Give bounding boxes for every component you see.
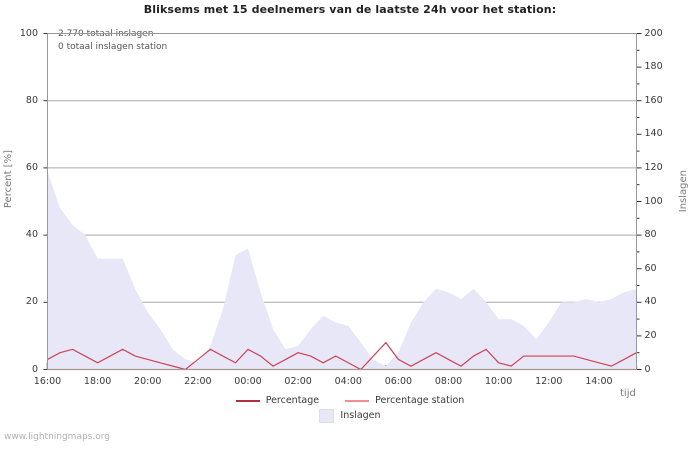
x-axis-tick: 22:00 [184, 375, 212, 387]
legend-swatch-percentage-station [345, 399, 370, 402]
legend-row-area: Inslagen [0, 408, 700, 423]
x-axis-tick: 06:00 [384, 375, 413, 387]
x-axis-tick: 16:00 [33, 375, 62, 387]
legend-swatch-inslagen [319, 408, 335, 423]
y-axis-right-tick: 140 [644, 128, 663, 140]
x-axis-tick: 04:00 [334, 375, 362, 387]
grid-lines [47, 33, 637, 303]
y-axis-right-tick: 60 [644, 262, 657, 274]
y-axis-left-tick: 60 [25, 161, 38, 173]
y-axis-right-tick: 80 [644, 229, 657, 241]
x-axis-tick: 14:00 [585, 375, 613, 387]
y-axis-right-tick: 120 [644, 161, 663, 173]
y-axis-right-tick: 0 [644, 363, 651, 375]
legend-swatch-percentage [235, 399, 260, 402]
x-axis-tick: 12:00 [535, 375, 563, 387]
watermark: www.lightningmaps.org [4, 432, 110, 442]
x-axis-tick: 18:00 [83, 375, 112, 387]
legend-row-lines: Percentage Percentage station [0, 393, 700, 408]
legend-item-inslagen[interactable]: Inslagen [319, 408, 381, 423]
y-axis-right-tick: 20 [644, 329, 657, 341]
y-axis-right-tick: 100 [644, 195, 663, 207]
percentage-line [47, 341, 637, 371]
y-axis-right-tick: 40 [644, 296, 657, 308]
y-axis-right-tick: 180 [644, 61, 663, 73]
x-axis-tick: 00:00 [234, 375, 262, 387]
y-axis-left-tick: 100 [19, 27, 38, 39]
legend-item-percentage-station[interactable]: Percentage station [345, 395, 464, 406]
legend-label-percentage: Percentage [265, 395, 320, 406]
legend-item-percentage[interactable]: Percentage [235, 395, 320, 406]
y-axis-left-tick: 0 [31, 363, 38, 375]
y-axis-right-tick: 160 [644, 94, 663, 106]
legend-label-inslagen: Inslagen [340, 410, 381, 421]
page-title: Bliksems met 15 deelnemers van de laatst… [143, 3, 557, 16]
x-axis-label: tijd [620, 388, 636, 399]
annotation-total-strikes-station: 0 totaal inslagen station [58, 42, 168, 52]
inslagen-area [47, 171, 637, 370]
legend: Percentage Percentage station Inslagen [0, 393, 700, 423]
x-axis-tick: 10:00 [484, 375, 513, 387]
y-axis-left-tick: 40 [25, 229, 38, 241]
legend-label-percentage-station: Percentage station [375, 395, 465, 406]
x-axis-tick: 20:00 [134, 375, 162, 387]
plot-frame [47, 33, 637, 370]
y-axis-left-tick: 20 [25, 296, 38, 308]
y-axis-right-tick: 200 [644, 27, 663, 39]
y-axis-left-tick: 80 [25, 94, 38, 106]
x-axis-tick: 02:00 [284, 375, 312, 387]
x-axis-tick: 08:00 [434, 375, 463, 387]
